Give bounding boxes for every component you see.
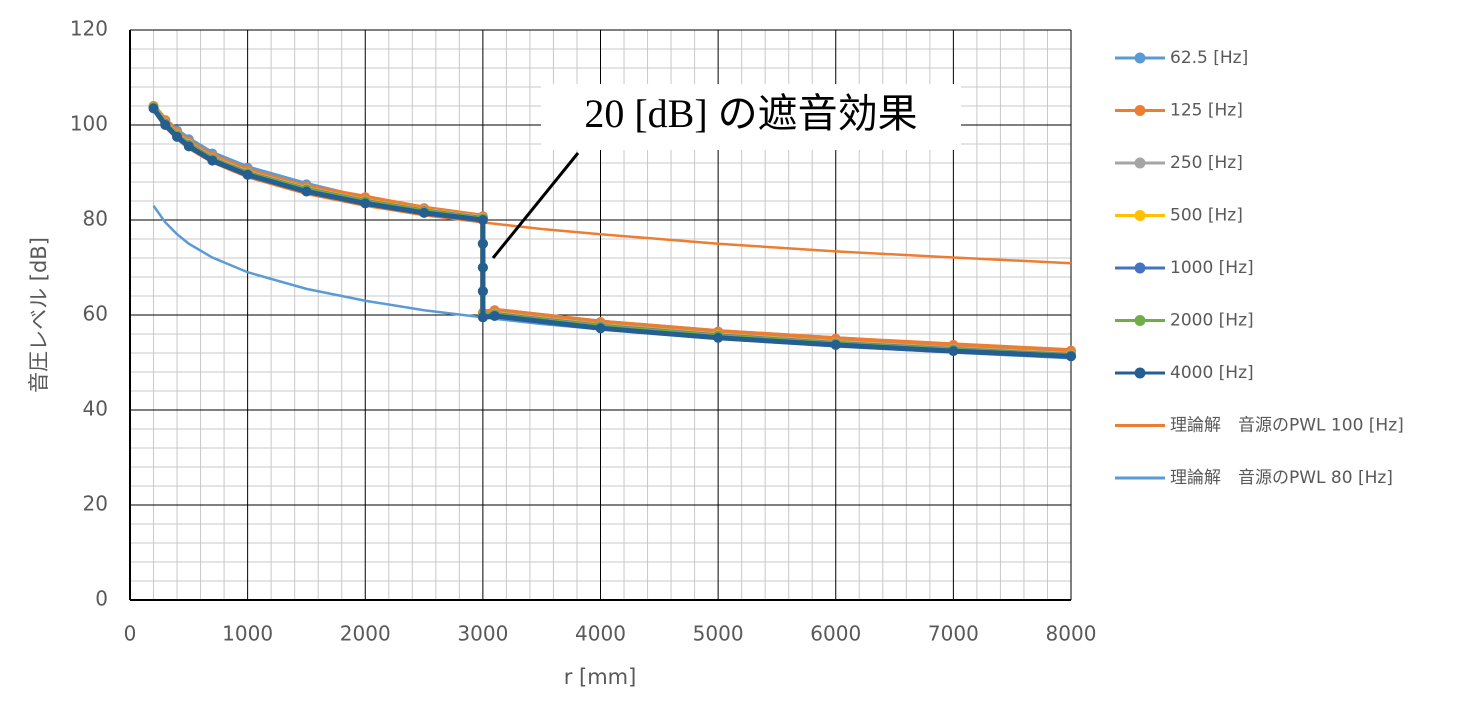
marker: [948, 346, 959, 357]
y-tick-label: 100: [70, 112, 108, 136]
legend-marker: [1134, 262, 1146, 274]
marker: [148, 103, 159, 114]
legend-marker: [1134, 105, 1146, 116]
marker: [1066, 351, 1076, 362]
annotation-box: [541, 84, 961, 150]
marker: [477, 262, 488, 273]
x-tick-label: 5000: [693, 622, 744, 646]
legend-label: 250 [Hz]: [1170, 153, 1243, 173]
legend-label: 500 [Hz]: [1170, 206, 1243, 226]
marker: [242, 169, 253, 180]
legend-marker: [1134, 52, 1146, 64]
x-tick-label: 0: [124, 622, 137, 646]
x-tick-label: 4000: [575, 622, 626, 646]
legend-label: 62.5 [Hz]: [1170, 48, 1248, 68]
legend-marker: [1134, 157, 1146, 169]
legend-label: 理論解 音源のPWL 100 [Hz]: [1170, 416, 1404, 436]
x-tick-label: 1000: [222, 622, 273, 646]
y-axis-title: 音圧レベル [dB]: [27, 237, 51, 393]
x-tick-label: 3000: [457, 622, 508, 646]
marker: [477, 312, 488, 323]
legend-label: 4000 [Hz]: [1170, 363, 1254, 383]
x-tick-label: 2000: [340, 622, 391, 646]
marker: [360, 198, 371, 209]
marker: [477, 286, 488, 297]
marker: [419, 207, 430, 218]
y-tick-label: 120: [70, 17, 108, 41]
y-tick-label: 60: [83, 302, 108, 326]
marker: [477, 215, 488, 225]
marker: [183, 141, 194, 152]
legend-label: 理論解 音源のPWL 80 [Hz]: [1170, 468, 1393, 488]
axes: 0 1000 2000 3000 4000 5000 6000 7000 8000 0 20 40 60…: [70, 17, 1097, 646]
annotation: 20 [dB] の遮音効果: [584, 91, 917, 136]
marker: [160, 120, 171, 130]
legend: 62.5 [Hz] 125 [Hz] 250 [Hz] 500 [Hz] 1000 [H…: [1115, 48, 1404, 488]
legend-label: 1000 [Hz]: [1170, 258, 1254, 278]
grid: [129, 29, 1072, 601]
marker: [207, 155, 218, 166]
x-axis-title: r [mm]: [564, 665, 637, 689]
y-tick-label: 80: [83, 207, 108, 231]
legend-label: 2000 [Hz]: [1170, 311, 1254, 331]
y-tick-label: 20: [83, 492, 108, 516]
x-tick-label: 6000: [810, 622, 861, 646]
x-tick-label: 8000: [1046, 622, 1097, 646]
marker: [830, 339, 841, 350]
legend-marker: [1134, 315, 1146, 326]
legend-marker: [1134, 367, 1146, 379]
marker: [477, 238, 488, 249]
plot: [148, 101, 1076, 362]
x-tick-label: 7000: [928, 622, 979, 646]
y-tick-label: 0: [95, 587, 108, 611]
marker: [301, 186, 312, 197]
marker: [713, 332, 724, 343]
annotation-arrow: [491, 152, 580, 259]
legend-label: 125 [Hz]: [1170, 101, 1243, 121]
y-tick-label: 40: [83, 397, 108, 421]
marker: [489, 310, 500, 321]
legend-marker: [1134, 210, 1146, 221]
marker: [172, 131, 183, 142]
marker: [595, 323, 606, 334]
